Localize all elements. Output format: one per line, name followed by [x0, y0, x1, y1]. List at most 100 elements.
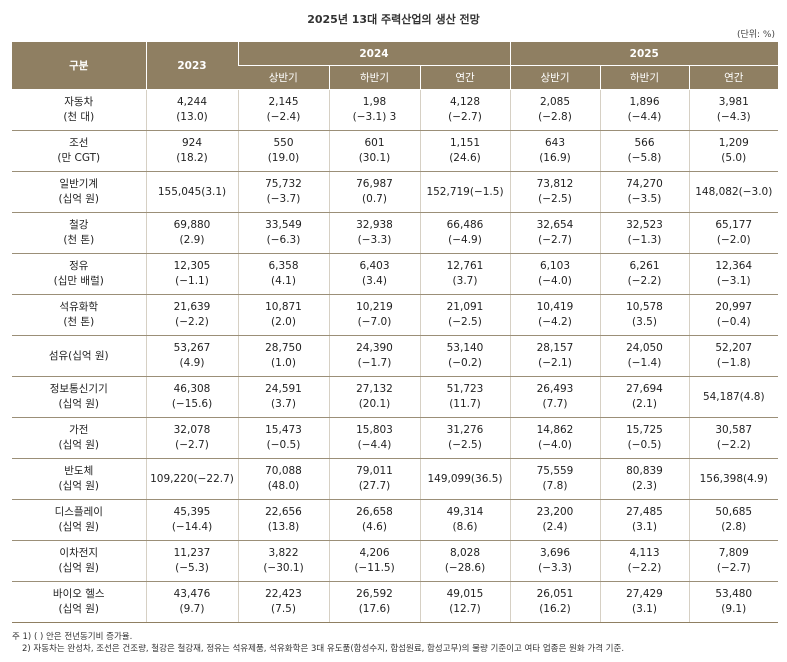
growth-rate: (−5.3)	[175, 562, 209, 574]
growth-rate: (3.1)	[632, 603, 657, 615]
growth-rate: (−1.1)	[175, 275, 209, 287]
value: 66,486	[446, 219, 484, 231]
growth-rate: (8.6)	[452, 521, 478, 533]
value-cell: 152,719(−1.5)	[419, 171, 510, 213]
growth-rate: (19.0)	[267, 152, 300, 164]
growth-rate: (4.9)	[179, 357, 205, 369]
category-unit: (천 대)	[63, 111, 95, 123]
row-category: 자동차 (천 대)	[12, 89, 146, 131]
growth-rate: (−15.6)	[171, 398, 213, 410]
category-name: 이차전지	[59, 547, 99, 559]
growth-rate: (−2.7)	[716, 562, 751, 574]
growth-rate: (16.2)	[539, 603, 571, 615]
value-cell: 51,723 (11.7)	[419, 376, 510, 418]
value-cell: 2,145 (−2.4)	[237, 89, 329, 131]
value: 3,696	[539, 547, 571, 559]
value: 21,091	[446, 301, 484, 313]
growth-rate: (−4.4)	[627, 111, 662, 123]
row-category: 가전 (십억 원)	[12, 417, 146, 459]
value: 15,725	[626, 424, 663, 436]
growth-rate: (3.1)	[632, 521, 657, 533]
value-cell: 6,358 (4.1)	[237, 253, 329, 295]
category-name: 정유	[69, 260, 89, 272]
value: 33,549	[265, 219, 302, 231]
category-name: 반도체	[64, 465, 94, 477]
value: 24,591	[265, 383, 302, 395]
growth-rate: (−28.6)	[444, 562, 486, 574]
header-2024-annual: 연간	[419, 65, 510, 90]
value-cell: 4,113 (−2.2)	[599, 540, 689, 582]
value-cell: 46,308 (−15.6)	[145, 376, 238, 418]
growth-rate: (30.1)	[358, 152, 391, 164]
growth-rate: (7.7)	[542, 398, 568, 410]
growth-rate: (3.4)	[362, 275, 387, 287]
growth-rate: (−0.4)	[716, 316, 751, 328]
value: 24,390	[356, 342, 393, 354]
value-cell: 69,880 (2.9)	[145, 212, 238, 254]
value: 4,128	[449, 96, 481, 108]
growth-rate: (−5.8)	[627, 152, 662, 164]
value-cell: 924 (18.2)	[145, 130, 238, 172]
value-cell: 79,011 (27.7)	[328, 458, 420, 500]
value: 10,419	[536, 301, 574, 313]
value: 3,822	[268, 547, 299, 559]
value-cell: 49,015 (12.7)	[419, 581, 510, 623]
growth-rate: (−4.2)	[538, 316, 572, 328]
value-cell: 14,862 (−4.0)	[509, 417, 600, 459]
value-cell: 26,051 (16.2)	[509, 581, 600, 623]
value: 6,358	[268, 260, 299, 272]
value: 1,98	[362, 96, 387, 108]
growth-rate: (−2.4)	[266, 111, 301, 123]
value-cell: 12,305 (−1.1)	[145, 253, 238, 295]
value-cell: 43,476 (9.7)	[145, 581, 238, 623]
value: 65,177	[715, 219, 753, 231]
growth-rate: (−2.2)	[627, 275, 662, 287]
value-cell: 33,549 (−6.3)	[237, 212, 329, 254]
production-forecast-table: 구분 2023 2024 2025 상반기 하반기 연간 상반기 하반기 연간 …	[12, 42, 779, 623]
growth-rate: (−6.3)	[266, 234, 301, 246]
growth-rate: (−4.0)	[538, 439, 572, 451]
value-cell: 45,395 (−14.4)	[145, 499, 238, 541]
value-cell: 4,244 (13.0)	[145, 89, 238, 131]
value: 32,938	[356, 219, 393, 231]
table-title: 2025년 13대 주력산업의 생산 전망	[307, 13, 480, 26]
value: 30,587	[715, 424, 753, 436]
value-cell: 80,839 (2.3)	[599, 458, 689, 500]
table-row: 정유 (십만 배럴) 12,305 (−1.1) 6,358 (4.1) 6,403 (3.4…	[12, 253, 779, 295]
value-cell: 23,200 (2.4)	[509, 499, 600, 541]
value: 46,308	[173, 383, 211, 395]
value-cell: 10,578 (3.5)	[599, 294, 689, 336]
value: 43,476	[173, 588, 211, 600]
value: 566	[634, 137, 655, 149]
value: 550	[273, 137, 294, 149]
value: 155,045(3.1)	[157, 185, 227, 198]
growth-rate: (−3.1)	[716, 275, 751, 287]
value: 26,493	[536, 383, 574, 395]
value-cell: 10,871 (2.0)	[237, 294, 329, 336]
value: 149,099(36.5)	[427, 472, 503, 485]
value-cell: 6,261 (−2.2)	[599, 253, 689, 295]
value: 32,078	[173, 424, 211, 436]
value-cell: 643 (16.9)	[509, 130, 600, 172]
value-cell: 28,157 (−2.1)	[509, 335, 600, 377]
category-unit: (천 톤)	[63, 234, 95, 246]
value: 22,656	[265, 506, 302, 518]
growth-rate: (7.8)	[542, 480, 568, 492]
value: 643	[544, 137, 566, 149]
table-row: 디스플레이 (십억 원) 45,395 (−14.4) 22,656 (13.8) 26,6…	[12, 499, 779, 541]
value-cell: 10,219 (−7.0)	[328, 294, 420, 336]
header-2024-h1: 상반기	[238, 65, 329, 90]
growth-rate: (27.7)	[358, 480, 391, 492]
value: 156,398(4.9)	[699, 472, 768, 485]
category-name: 일반기계	[59, 178, 99, 190]
value: 49,015	[446, 588, 484, 600]
growth-rate: (−1.8)	[716, 357, 751, 369]
value-cell: 32,654 (−2.7)	[509, 212, 600, 254]
growth-rate: (11.7)	[449, 398, 481, 410]
growth-rate: (−1.3)	[627, 234, 662, 246]
value: 53,480	[715, 588, 753, 600]
category-name: 자동차	[64, 96, 94, 108]
growth-rate: (2.3)	[632, 480, 657, 492]
growth-rate: (−3.3)	[538, 562, 572, 574]
